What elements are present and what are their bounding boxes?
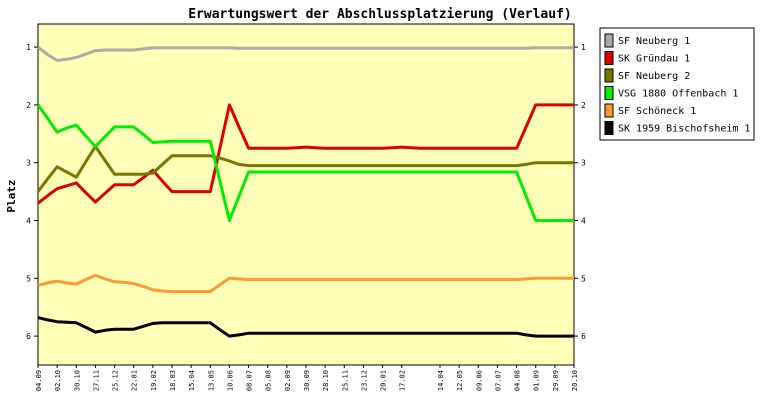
x-tick-label: 13.05	[207, 370, 215, 391]
series-lines	[36, 45, 574, 338]
legend-label-1: SF Neuberg 1	[618, 36, 690, 47]
series-line-1	[37, 45, 574, 62]
x-tick-label: 25.12	[112, 370, 120, 391]
x-tick-label: 27.11	[92, 370, 100, 391]
legend-label-4: VSG 1880 Offenbach 1	[618, 89, 738, 100]
x-tick-label: 02.10	[54, 370, 62, 391]
y-tick-label-right: 5	[581, 274, 586, 283]
y-tick-label-right: 1	[581, 43, 586, 52]
series-line-4	[36, 104, 574, 222]
x-tick-label: 12.05	[456, 370, 464, 391]
y-tick-label-right: 2	[581, 101, 586, 110]
x-tick-label: 18.03	[169, 370, 177, 391]
legend-label-2: SK Gründau 1	[618, 54, 690, 65]
x-tick-label: 15.04	[188, 370, 196, 391]
x-tick-label: 20.01	[380, 370, 388, 391]
x-tick-label: 30.10	[73, 370, 81, 391]
x-tick-label: 10.06	[226, 370, 234, 391]
x-tick-label: 05.08	[265, 370, 273, 391]
legend-label-5: SF Schöneck 1	[618, 106, 696, 117]
chart-title: Erwartungswert der Abschlussplatzierung …	[188, 7, 572, 22]
y-tick-label-left: 3	[26, 159, 31, 168]
x-tick-label: 09.06	[475, 370, 483, 391]
x-tick-label: 28.10	[322, 370, 330, 391]
y-tick-label-left: 5	[26, 274, 31, 283]
series-line-5	[37, 273, 574, 294]
x-tick-label: 29.09	[552, 370, 560, 391]
y-tick-label-left: 6	[26, 332, 31, 341]
x-tick-label: 17.02	[399, 370, 407, 391]
legend-swatch-6	[604, 121, 614, 135]
x-tick-label: 14.04	[437, 370, 445, 391]
y-axis-label: Platz	[5, 179, 18, 212]
series-line-3	[36, 145, 574, 193]
series-line-6	[37, 316, 574, 338]
y-tick-label-left: 1	[26, 43, 31, 52]
x-tick-label: 07.07	[494, 370, 502, 391]
y-ticks: 1 1 2 2 3 3 4 4 5 5 6 6	[26, 43, 586, 341]
x-ticks: 04.09 02.10 30.10 27.11 25.12 22.01 19.02 18.03…	[35, 365, 579, 391]
x-tick-label: 22.01	[131, 370, 139, 391]
y-tick-label-right: 4	[581, 217, 586, 226]
series-line-2	[37, 103, 574, 205]
legend-swatch-3	[604, 68, 614, 83]
x-tick-label: 02.09	[284, 370, 292, 391]
x-tick-label: 30.09	[303, 370, 311, 391]
x-tick-label: 20.10	[571, 370, 579, 391]
y-tick-label-right: 3	[581, 159, 586, 168]
x-tick-label: 25.11	[341, 370, 349, 391]
legend-label-3: SF Neuberg 2	[618, 71, 690, 82]
x-tick-label: 04.08	[514, 370, 522, 391]
legend-swatch-2	[604, 51, 614, 65]
x-tick-label: 04.09	[35, 370, 43, 391]
legend-swatch-4	[604, 86, 614, 100]
legend-label-6: SK 1959 Bischofsheim 1	[618, 124, 750, 135]
legend: SF Neuberg 1 SK Gründau 1 SF Neuberg 2 VSG …	[599, 27, 755, 141]
legend-box	[599, 27, 755, 141]
plot-area	[37, 23, 575, 366]
x-tick-label: 01.09	[533, 370, 541, 391]
x-tick-label: 19.02	[150, 370, 158, 391]
y-tick-label-right: 6	[581, 332, 586, 341]
legend-swatch-1	[604, 33, 614, 48]
y-tick-label-left: 4	[26, 217, 31, 226]
x-tick-label: 23.12	[360, 370, 368, 391]
legend-swatch-5	[604, 103, 614, 118]
x-tick-label: 08.07	[246, 370, 254, 391]
y-tick-label-left: 2	[26, 101, 31, 110]
